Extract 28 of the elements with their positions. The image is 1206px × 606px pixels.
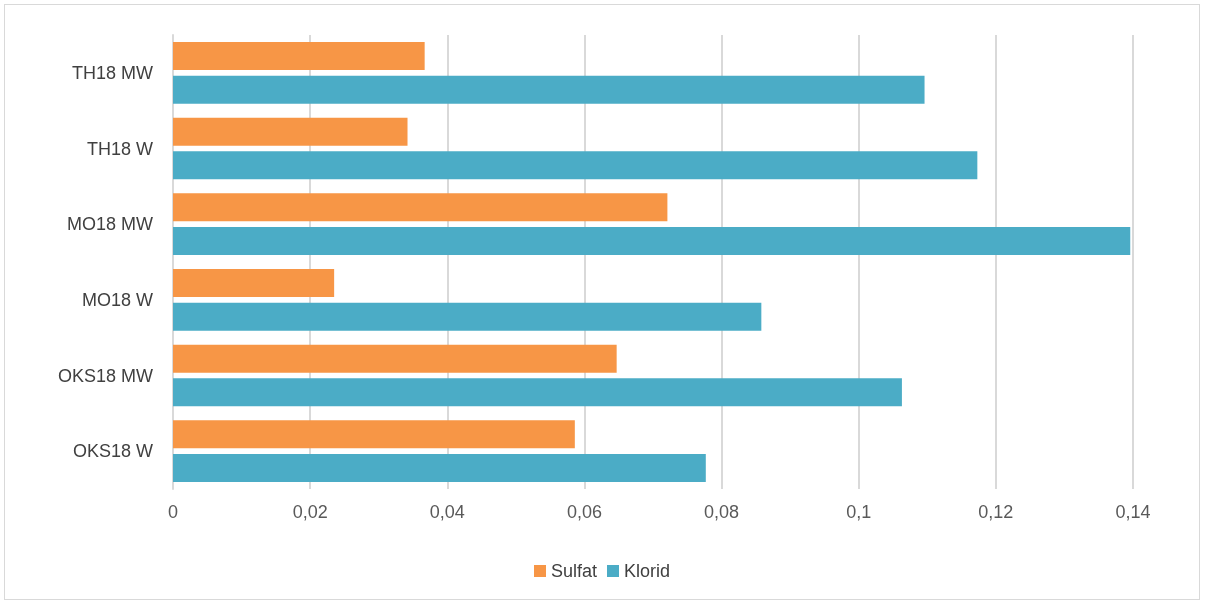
y-tick-label: MO18 MW <box>66 214 153 235</box>
x-tick-label: 0,06 <box>566 502 602 522</box>
y-tick-label: MO18 W <box>81 289 153 310</box>
x-tick-label: 0,02 <box>292 502 328 522</box>
x-tick-label: 0,04 <box>429 502 465 522</box>
x-tick-label: 0,12 <box>978 502 1014 522</box>
bar <box>173 269 335 298</box>
x-tick-label: 0 <box>167 502 179 522</box>
bar <box>173 75 925 104</box>
bar <box>173 193 668 222</box>
bar <box>173 117 408 146</box>
legend-label: Sulfat <box>550 561 598 581</box>
bar <box>173 378 902 407</box>
y-tick-label: TH18 W <box>86 138 153 159</box>
bar <box>173 226 1131 255</box>
x-tick-label: 0,1 <box>846 502 872 522</box>
bar <box>173 302 762 331</box>
bar <box>173 42 425 71</box>
legend-label: Klorid <box>624 561 671 581</box>
y-tick-label: OKS18 MW <box>57 365 153 386</box>
bar <box>173 420 575 449</box>
x-tick-label: 0,08 <box>704 502 740 522</box>
x-tick-label: 0,14 <box>1115 502 1151 522</box>
bar <box>173 453 706 482</box>
y-tick-label: OKS18 W <box>72 441 153 462</box>
bar <box>173 151 978 180</box>
y-tick-label: TH18 MW <box>72 62 154 83</box>
bar <box>173 344 617 373</box>
